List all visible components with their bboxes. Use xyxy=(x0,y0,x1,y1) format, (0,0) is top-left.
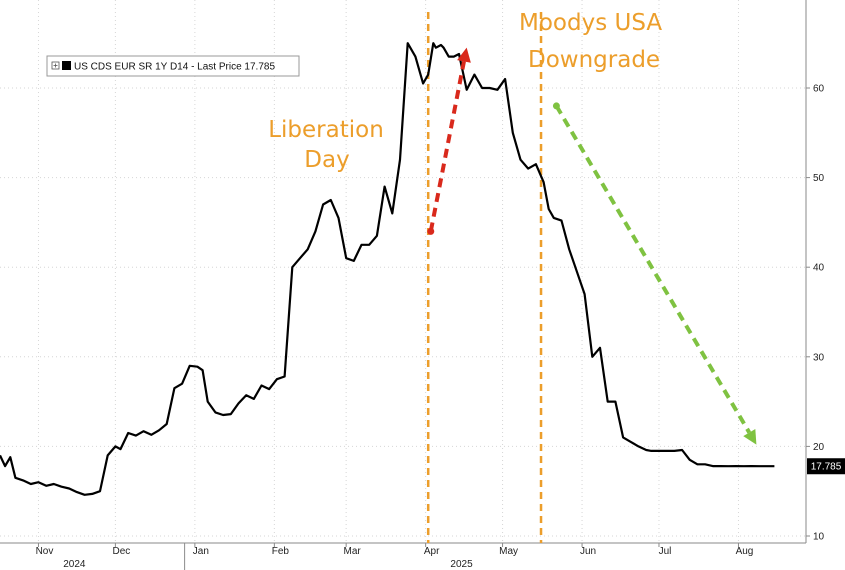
x-tick-label: Mar xyxy=(344,546,362,557)
green-arrow-head xyxy=(743,428,757,445)
legend-swatch xyxy=(62,61,71,70)
y-tick-label: 50 xyxy=(813,173,825,184)
event-lines xyxy=(426,12,543,543)
series-line xyxy=(0,42,775,496)
x-tick-label: Jan xyxy=(193,546,209,557)
x-tick-label: Feb xyxy=(272,546,290,557)
x-tick-label: Jun xyxy=(580,546,596,557)
x-tick-label: Aug xyxy=(736,546,754,557)
last-price-badge: 17.785 xyxy=(807,458,845,475)
x-tick-label: May xyxy=(499,546,518,557)
x-tick-label: Nov xyxy=(36,546,54,557)
liberation-label-line2: Day xyxy=(304,147,349,173)
last-price-label: 17.785 xyxy=(811,462,842,473)
x-year-label: 2025 xyxy=(450,559,473,570)
red-arrow-shaft xyxy=(428,61,466,232)
y-tick-label: 30 xyxy=(813,352,825,363)
last-price-badge-box xyxy=(807,458,845,475)
trend-arrows xyxy=(427,47,757,445)
legend-label: US CDS EUR SR 1Y D14 - Last Price 17.785 xyxy=(74,62,275,73)
green-arrow-shaft xyxy=(554,104,752,434)
moodys-label-line1: Moodys USA xyxy=(519,10,662,36)
y-tick-label: 10 xyxy=(813,532,825,543)
moodys-label-line2: Downgrade xyxy=(528,47,660,73)
grid-layer xyxy=(0,0,806,543)
red-arrow-head xyxy=(457,47,471,63)
series-layer xyxy=(0,42,775,496)
x-year-label: 2024 xyxy=(63,559,86,570)
x-tick-label: Apr xyxy=(424,546,440,557)
x-tick-label: Jul xyxy=(659,546,672,557)
legend-box xyxy=(46,55,300,77)
liberation-day-label: Liberation Day xyxy=(268,117,384,173)
legend: US CDS EUR SR 1Y D14 - Last Price 17.785 xyxy=(46,55,300,77)
moodys-downgrade-label: Moodys USA Downgrade xyxy=(519,10,662,73)
y-tick-label: 20 xyxy=(813,442,825,453)
y-tick-label: 60 xyxy=(813,84,825,95)
y-tick-label: 40 xyxy=(813,263,825,274)
axis-layer: 10 20 30 40 50 60 Nov Dec Jan Feb Mar Apr May Jun Jul A… xyxy=(0,0,825,570)
x-tick-label: Dec xyxy=(112,546,130,557)
liberation-label-line1: Liberation xyxy=(268,117,384,143)
